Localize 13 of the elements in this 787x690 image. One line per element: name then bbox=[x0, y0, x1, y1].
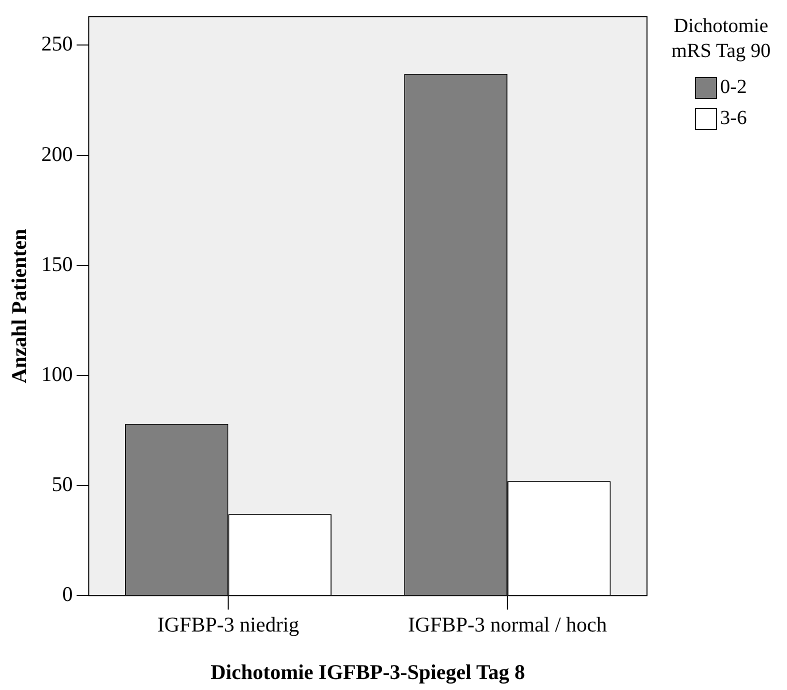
legend-title: Dichotomie mRS Tag 90 bbox=[670, 14, 772, 64]
legend-label: 3-6 bbox=[720, 106, 747, 131]
y-tick-label: 50 bbox=[52, 472, 73, 496]
legend-label: 0-2 bbox=[720, 75, 747, 100]
x-tick-label: IGFBP-3 normal / hoch bbox=[408, 612, 608, 637]
y-tick-label: 200 bbox=[41, 142, 73, 166]
x-axis-title: Dichotomie IGFBP-3-Spiegel Tag 8 bbox=[210, 660, 526, 684]
y-axis-title: Anzahl Patienten bbox=[7, 228, 32, 384]
y-tick-label: 150 bbox=[41, 252, 73, 276]
x-tick-label: IGFBP-3 niedrig bbox=[157, 612, 300, 637]
y-tick-label: 250 bbox=[41, 32, 73, 56]
y-tick-label: 0 bbox=[62, 582, 73, 606]
y-tick-label: 100 bbox=[41, 362, 73, 386]
